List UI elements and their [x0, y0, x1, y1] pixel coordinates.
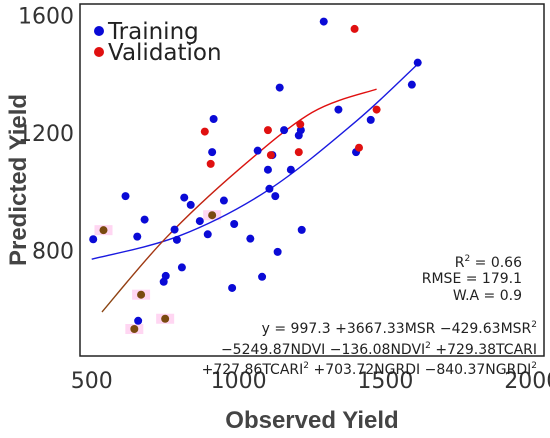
training-point — [319, 17, 328, 26]
y-tick-label: 1200 — [18, 122, 74, 147]
legend-validation-marker — [94, 47, 104, 57]
training-point — [253, 146, 262, 155]
training-point — [161, 271, 170, 280]
plot-frame — [79, 3, 545, 357]
equation-line-1-text: y = 997.3 +3667.33MSR −429.63MSR — [262, 321, 532, 337]
training-point — [177, 263, 186, 272]
validation-point — [263, 126, 272, 135]
training-point — [228, 283, 237, 292]
y-tick-label: 1600 — [18, 5, 74, 30]
legend-training-marker — [94, 26, 104, 36]
overlap-point — [99, 226, 108, 235]
training-point — [208, 148, 217, 157]
equation-line-2: −5249.87NDVI −136.08NDVI2 +729.38TCARI — [221, 341, 537, 358]
training-point — [172, 235, 181, 244]
equation-line-2-text-a: −5249.87NDVI −136.08NDVI — [221, 342, 425, 358]
validation-fit-curve — [101, 88, 377, 313]
training-point — [275, 83, 284, 92]
training-point — [140, 215, 149, 224]
validation-point — [200, 127, 209, 136]
rmse-label: RMSE = 179.1 — [422, 271, 522, 287]
training-point — [273, 247, 282, 256]
r-squared-exponent: 2 — [464, 254, 470, 264]
legend: Training Validation — [94, 19, 222, 66]
validation-point — [206, 159, 215, 168]
training-point — [219, 196, 228, 205]
training-point — [263, 165, 272, 174]
training-point — [271, 192, 280, 201]
y-axis-title: Predicted Yield — [5, 94, 32, 266]
training-point — [180, 193, 189, 202]
validation-point — [296, 120, 305, 129]
axis-ticks: 500 1000 1500 2000 800 1200 1600 — [18, 5, 550, 394]
wa-label: W.A = 0.9 — [453, 288, 522, 304]
x-tick-label: 2000 — [504, 369, 550, 394]
equation-line-1-exponent: 2 — [531, 320, 537, 330]
training-point — [203, 230, 212, 239]
equation-line-3-exponent-2: 2 — [531, 361, 537, 371]
legend-validation-label: Validation — [108, 40, 222, 66]
data-points — [89, 17, 422, 334]
training-point — [186, 200, 195, 209]
equation-line-2-text-b: +729.38TCARI — [431, 342, 537, 358]
overlap-point — [208, 211, 217, 220]
r-squared-value: = 0.66 — [470, 255, 522, 271]
training-point — [286, 165, 295, 174]
fit-curves — [91, 63, 419, 313]
equation-line-2-exponent: 2 — [425, 341, 431, 351]
training-point — [296, 126, 305, 135]
x-tick-label: 500 — [71, 369, 113, 394]
training-point — [246, 234, 255, 243]
equation-line-1: y = 997.3 +3667.33MSR −429.63MSR2 — [262, 320, 537, 337]
training-point — [133, 232, 142, 241]
equation-line-3: +727.86TCARI2 +703.72NGRDI −840.37NGRDI2 — [202, 361, 537, 378]
training-point — [366, 115, 375, 124]
equation-line-3-exponent-1: 2 — [303, 361, 309, 371]
legend-training-label: Training — [107, 19, 199, 45]
r-squared-label: R2 = 0.66 — [455, 254, 522, 271]
x-axis-title: Observed Yield — [225, 407, 398, 434]
training-point — [258, 272, 267, 281]
training-point — [334, 105, 343, 114]
x-tick-label: 1000 — [211, 369, 267, 394]
training-point — [230, 220, 239, 228]
validation-point — [350, 24, 359, 33]
training-point — [121, 192, 130, 201]
overlap-point — [161, 314, 170, 323]
fit-statistics: R2 = 0.66 RMSE = 179.1 W.A = 0.9 — [422, 254, 522, 304]
r-squared-symbol: R — [455, 255, 465, 271]
overlap-point — [130, 325, 139, 334]
overlap-halos — [94, 210, 222, 335]
training-point — [413, 58, 422, 67]
validation-point — [354, 143, 363, 152]
training-fit-curve — [91, 63, 419, 260]
training-point — [209, 114, 218, 123]
training-point — [195, 217, 204, 226]
training-point — [407, 80, 416, 89]
training-point — [297, 225, 306, 234]
overlap-point — [137, 290, 146, 299]
y-tick-label: 800 — [32, 239, 74, 264]
training-point — [170, 225, 179, 234]
equation-line-3-text-a: +727.86TCARI — [202, 362, 304, 378]
equation-line-3-text-b: +703.72NGRDI −840.37NGRDI — [309, 362, 531, 378]
validation-point — [372, 105, 381, 114]
x-tick-label: 1500 — [357, 369, 413, 394]
validation-point — [294, 148, 303, 157]
training-point — [134, 316, 143, 325]
training-point — [89, 235, 98, 244]
validation-point — [266, 151, 275, 160]
training-point — [280, 126, 289, 135]
regression-equation: y = 997.3 +3667.33MSR −429.63MSR2 −5249.… — [202, 320, 537, 378]
training-point — [265, 184, 274, 193]
